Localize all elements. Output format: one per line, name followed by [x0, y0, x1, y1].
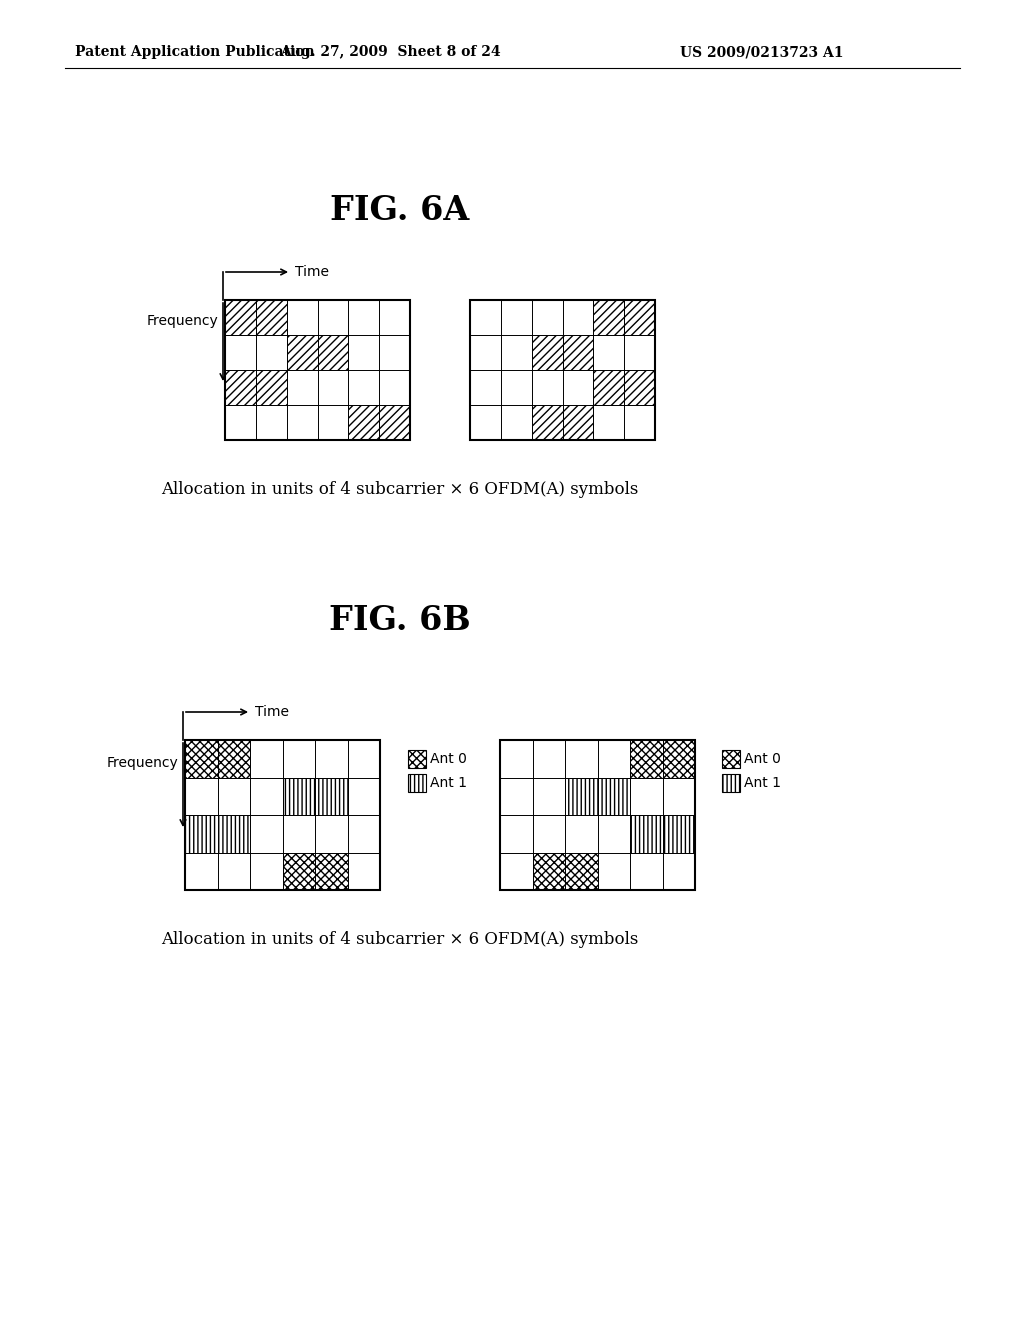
Text: Ant 1: Ant 1 — [430, 776, 467, 789]
Bar — [348, 405, 379, 440]
Text: Ant 0: Ant 0 — [744, 752, 781, 766]
Bar — [256, 300, 287, 335]
Bar — [630, 814, 663, 853]
Bar — [565, 853, 597, 890]
Text: Time: Time — [295, 265, 329, 279]
Bar — [185, 741, 217, 777]
Bar — [593, 370, 625, 405]
Bar — [565, 777, 597, 814]
Bar — [379, 405, 410, 440]
Bar — [562, 405, 593, 440]
Text: Frequency: Frequency — [146, 314, 218, 327]
Bar — [722, 750, 740, 768]
Bar — [562, 335, 593, 370]
Text: Aug. 27, 2009  Sheet 8 of 24: Aug. 27, 2009 Sheet 8 of 24 — [280, 45, 501, 59]
Bar — [470, 300, 655, 440]
Bar — [408, 774, 426, 792]
Bar — [283, 777, 315, 814]
Text: US 2009/0213723 A1: US 2009/0213723 A1 — [680, 45, 844, 59]
Bar — [315, 853, 347, 890]
Bar — [185, 741, 380, 890]
Bar — [217, 814, 250, 853]
Bar — [256, 370, 287, 405]
Bar — [625, 300, 655, 335]
Text: Ant 1: Ant 1 — [744, 776, 781, 789]
Bar — [225, 300, 410, 440]
Text: Allocation in units of 4 subcarrier × 6 OFDM(A) symbols: Allocation in units of 4 subcarrier × 6 … — [162, 482, 639, 499]
Bar — [185, 814, 217, 853]
Bar — [287, 335, 317, 370]
Bar — [593, 300, 625, 335]
Text: FIG. 6A: FIG. 6A — [331, 194, 470, 227]
Bar — [531, 405, 562, 440]
Text: Allocation in units of 4 subcarrier × 6 OFDM(A) symbols: Allocation in units of 4 subcarrier × 6 … — [162, 932, 639, 949]
Bar — [722, 774, 740, 792]
Bar — [532, 853, 565, 890]
Bar — [663, 814, 695, 853]
Text: Time: Time — [255, 705, 289, 719]
Bar — [225, 300, 256, 335]
Bar — [500, 741, 695, 890]
Bar — [663, 741, 695, 777]
Bar — [408, 750, 426, 768]
Bar — [217, 741, 250, 777]
Bar — [630, 741, 663, 777]
Bar — [225, 370, 256, 405]
Bar — [531, 335, 562, 370]
Text: Patent Application Publication: Patent Application Publication — [75, 45, 314, 59]
Text: FIG. 6B: FIG. 6B — [329, 603, 471, 636]
Bar — [317, 335, 348, 370]
Text: Frequency: Frequency — [106, 755, 178, 770]
Bar — [283, 853, 315, 890]
Text: Ant 0: Ant 0 — [430, 752, 467, 766]
Bar — [315, 777, 347, 814]
Bar — [625, 370, 655, 405]
Bar — [597, 777, 630, 814]
